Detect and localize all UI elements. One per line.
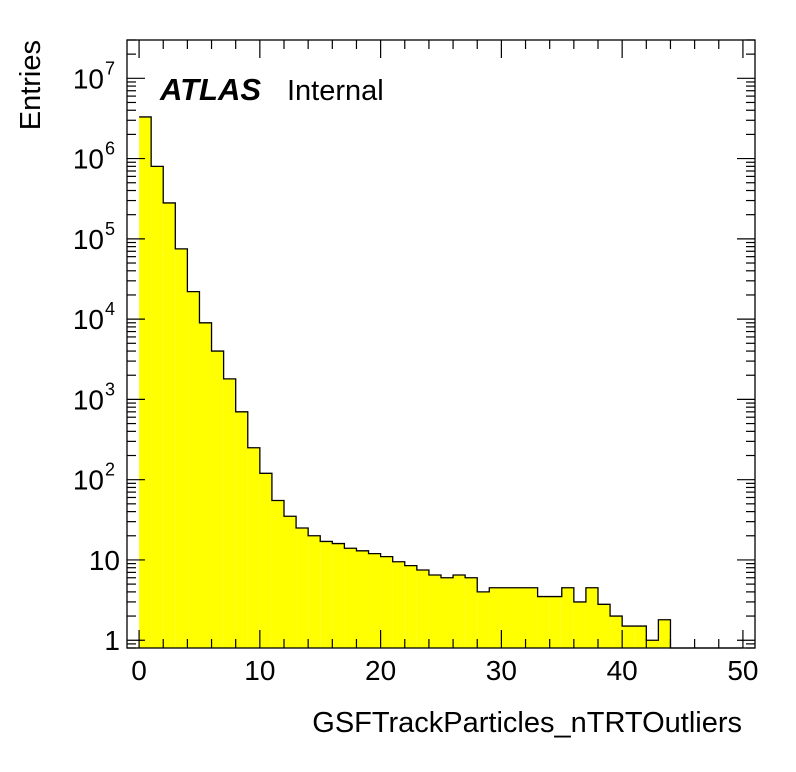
y-tick-exponent: 5 — [105, 219, 115, 239]
y-tick-label: 1 — [104, 625, 120, 656]
y-tick-label: 10 — [73, 465, 104, 496]
histogram-bar — [501, 587, 514, 648]
histogram-bar — [513, 587, 526, 648]
internal-label: Internal — [287, 75, 384, 107]
histogram-bar — [598, 604, 611, 648]
histogram-bar — [151, 166, 164, 648]
y-axis-label: Entries — [15, 40, 47, 130]
histogram-bar — [308, 535, 321, 648]
histogram-bar — [525, 587, 538, 648]
histogram-bar — [573, 601, 586, 648]
histogram-bar — [622, 626, 635, 648]
y-tick-label: 10 — [73, 144, 104, 175]
histogram-bar — [453, 574, 466, 648]
histogram-bar — [139, 116, 152, 648]
y-tick-exponent: 7 — [105, 58, 115, 78]
y-tick-exponent: 6 — [105, 139, 115, 159]
histogram-bar — [175, 248, 188, 648]
histogram-bar — [477, 591, 490, 648]
histogram-bar — [223, 378, 236, 648]
x-tick-labels: 0 10 20 30 40 50 — [131, 655, 758, 686]
histogram-bar — [332, 543, 345, 648]
histogram-bars — [139, 116, 743, 649]
y-tick-label: 10 — [73, 224, 104, 255]
x-tick-label: 30 — [486, 655, 517, 686]
histogram-bar — [356, 550, 369, 648]
histogram-bar — [537, 596, 550, 648]
histogram-bar — [247, 447, 260, 648]
y-tick-exponent: 2 — [105, 460, 115, 480]
y-tick-label: 10 — [89, 545, 120, 576]
histogram-bar — [344, 548, 357, 648]
histogram-bar — [259, 473, 272, 648]
histogram-bar — [368, 553, 381, 648]
y-tick-exponent: 4 — [105, 299, 115, 319]
axes-box — [126, 39, 756, 649]
x-tick-label: 10 — [244, 655, 275, 686]
histogram-bar — [561, 587, 574, 648]
histogram-bar — [187, 291, 200, 648]
x-tick-label: 50 — [727, 655, 758, 686]
y-tick-label: 10 — [73, 304, 104, 335]
histogram-bar — [404, 565, 417, 648]
histogram-bar — [549, 596, 562, 648]
histogram-bar — [284, 516, 297, 648]
histogram-outline — [139, 116, 743, 649]
histogram-bar — [465, 577, 478, 648]
histogram-bar — [634, 626, 647, 648]
histogram-bar — [646, 640, 659, 648]
x-tick-label: 0 — [131, 655, 147, 686]
histogram-bar — [211, 351, 224, 648]
histogram-bar — [235, 411, 248, 648]
histogram-bar — [199, 322, 212, 648]
y-tick-exponent: 3 — [105, 379, 115, 399]
histogram-bar — [658, 619, 671, 648]
x-tick-label: 40 — [607, 655, 638, 686]
atlas-label: ATLAS — [159, 72, 261, 107]
histogram-bar — [271, 500, 284, 648]
histogram-bar — [585, 587, 598, 648]
histogram-bar — [610, 616, 623, 648]
histogram-bar — [320, 541, 333, 648]
histogram-bar — [416, 569, 429, 648]
histogram-bar — [392, 561, 405, 648]
histogram-bar — [441, 577, 454, 648]
plot-frame — [126, 39, 756, 649]
x-axis-label: GSFTrackParticles_nTRTOutliers — [312, 707, 742, 739]
y-tick-label: 10 — [73, 63, 104, 94]
histogram-bar — [163, 202, 176, 648]
x-tick-label: 20 — [365, 655, 396, 686]
histogram-bar — [428, 574, 441, 648]
histogram-bar — [489, 587, 502, 648]
histogram-bar — [380, 556, 393, 648]
y-tick-label: 10 — [73, 384, 104, 415]
histogram-bar — [296, 528, 309, 648]
